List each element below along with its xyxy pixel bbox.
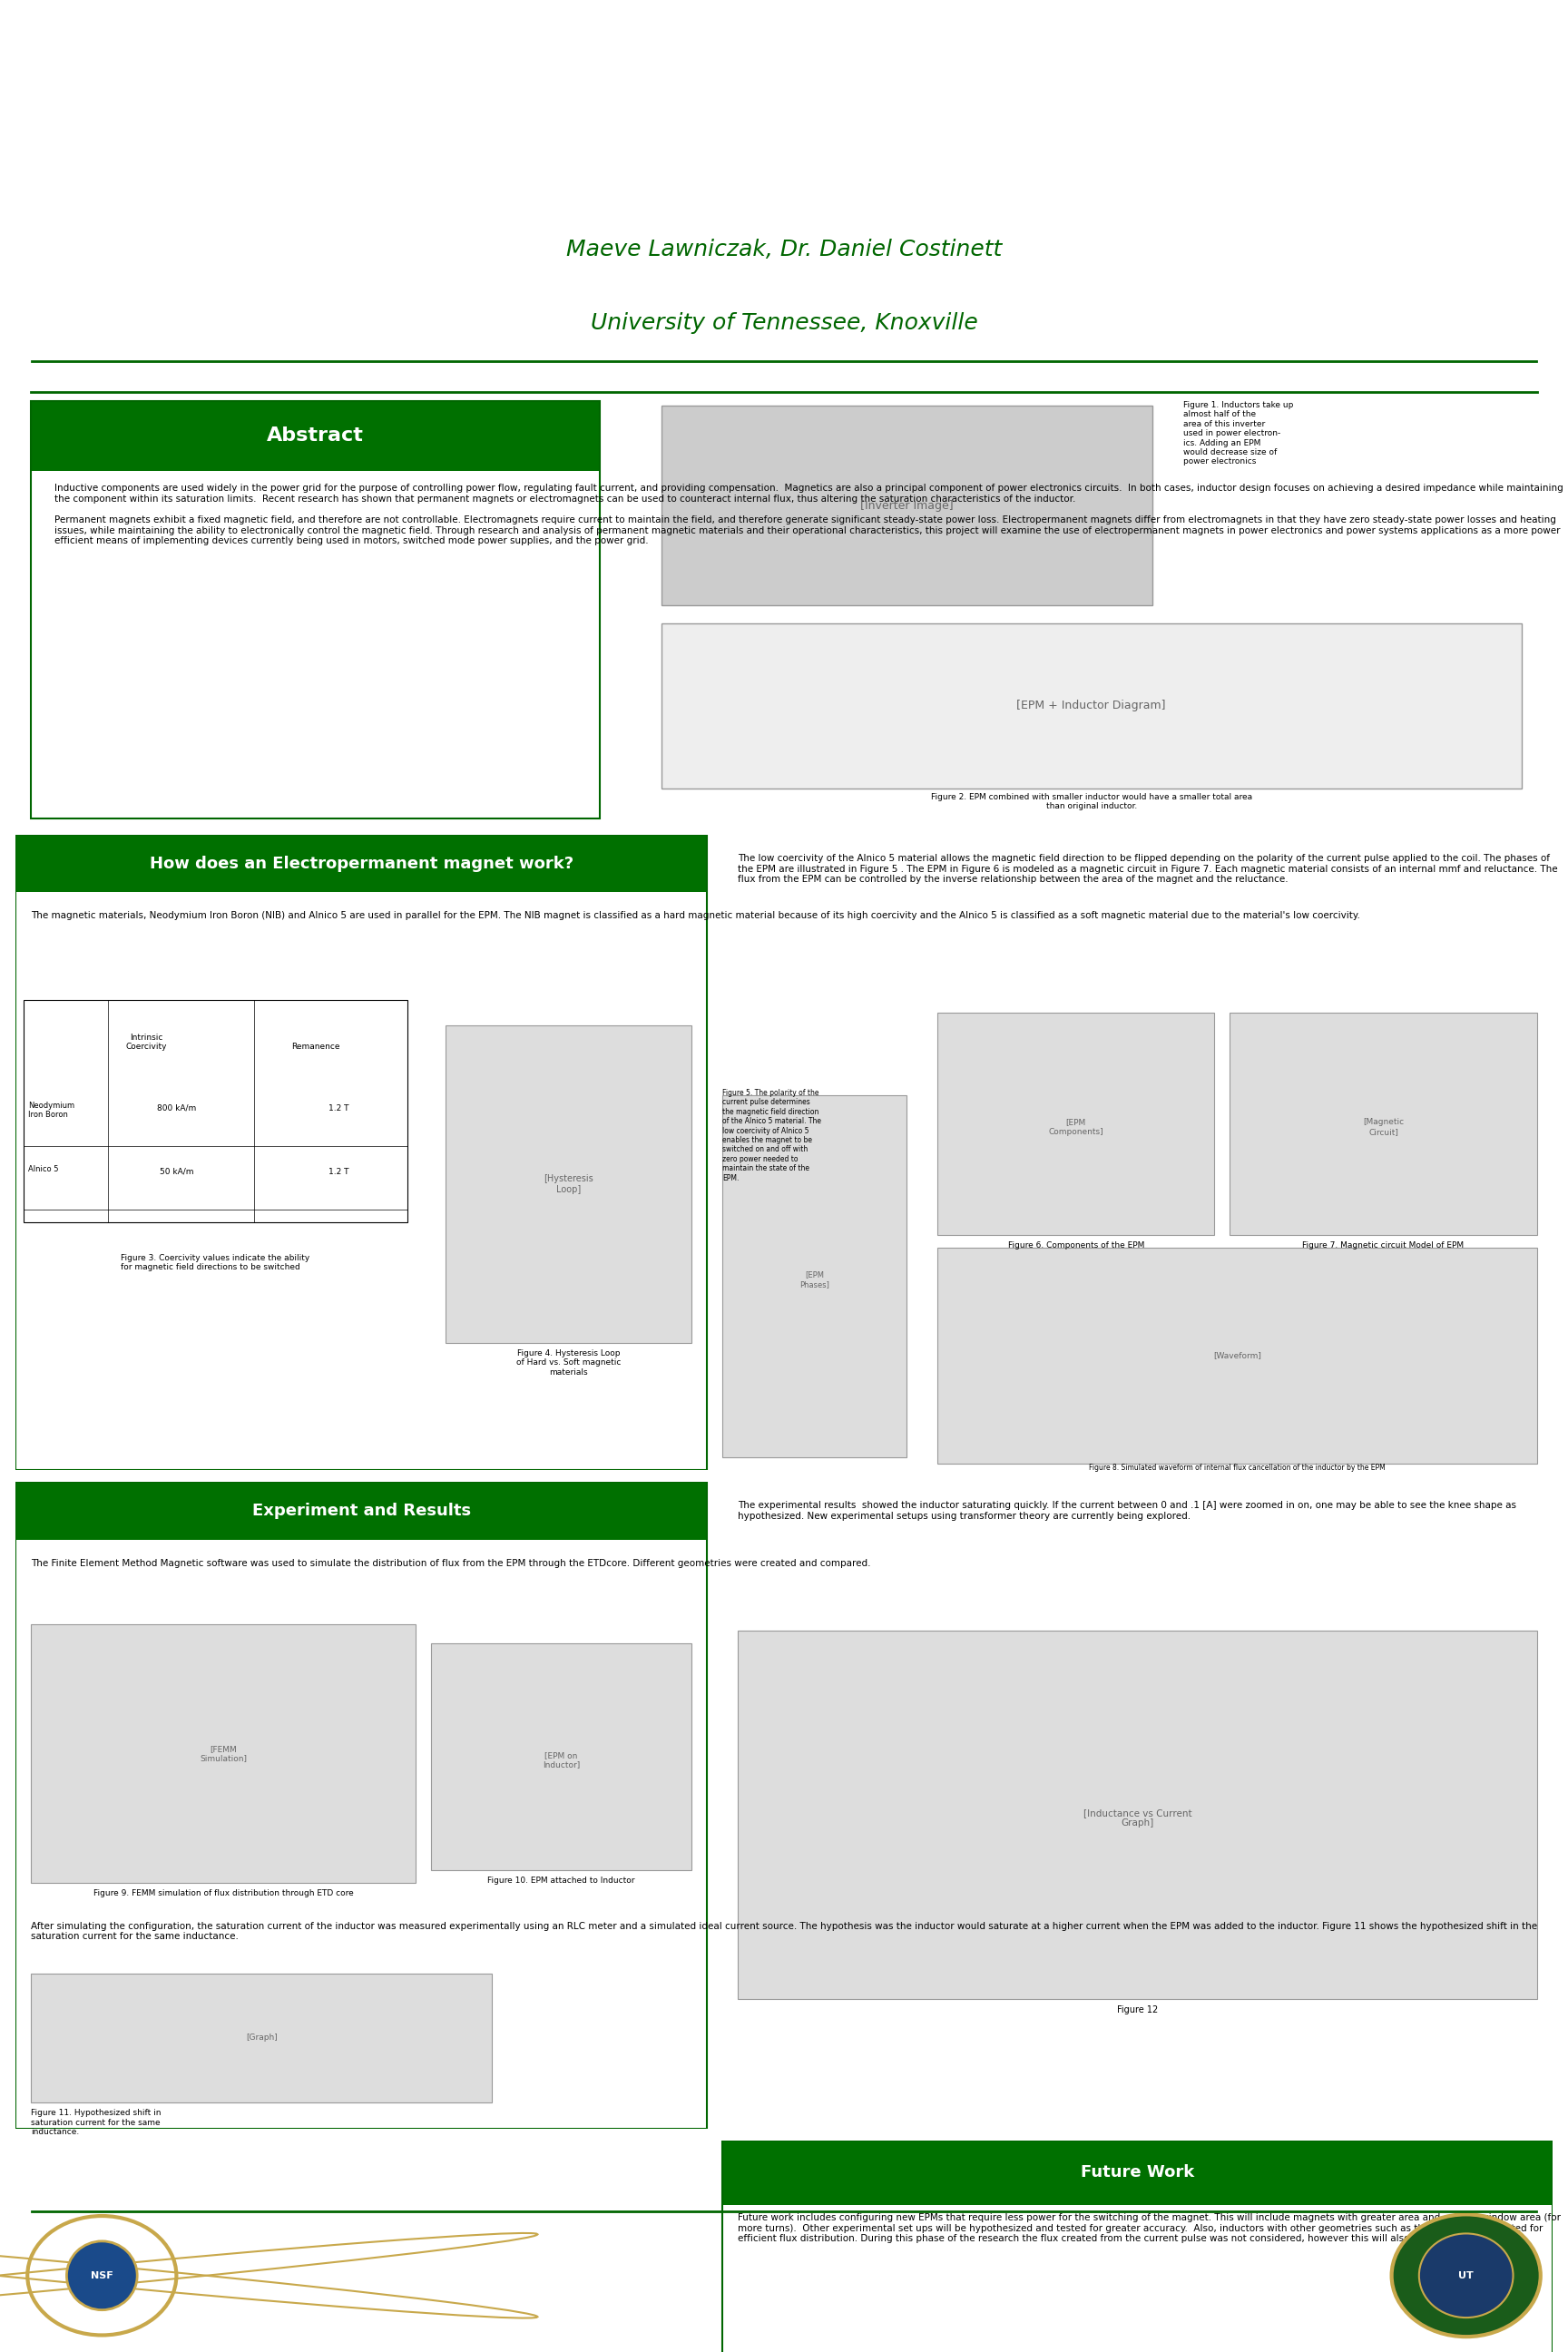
Bar <box>16 1482 707 2129</box>
Text: UT: UT <box>1458 2272 1474 2279</box>
Bar <box>723 2140 1552 2352</box>
Text: The experimental results  showed the inductor saturating quickly. If the current: The experimental results showed the indu… <box>739 1501 1516 1522</box>
Text: Figure 9. FEMM simulation of flux distribution through ETD core: Figure 9. FEMM simulation of flux distri… <box>93 1889 353 1898</box>
Text: Abstract: Abstract <box>267 426 364 445</box>
Text: Inductive components are used widely in the power grid for the purpose of contro: Inductive components are used widely in … <box>53 485 1563 546</box>
Text: [Magnetic
Circuit]: [Magnetic Circuit] <box>1363 1117 1403 1136</box>
Bar <box>31 402 599 470</box>
Text: NSF: NSF <box>91 2272 113 2279</box>
Bar <box>662 405 1152 607</box>
Bar <box>938 1249 1537 1463</box>
Text: Maeve Lawniczak, Dr. Daniel Costinett: Maeve Lawniczak, Dr. Daniel Costinett <box>566 238 1002 261</box>
Text: [EPM
Phases]: [EPM Phases] <box>800 1270 829 1289</box>
Text: The magnetic materials, Neodymium Iron Boron (NIB) and Alnico 5 are used in para: The magnetic materials, Neodymium Iron B… <box>31 910 1361 920</box>
Text: [Graph]: [Graph] <box>246 2034 278 2042</box>
Bar <box>31 402 599 818</box>
Text: Figure 3. Coercivity values indicate the ability
for magnetic field directions t: Figure 3. Coercivity values indicate the… <box>121 1254 310 1272</box>
Text: [Inductance vs Current
Graph]: [Inductance vs Current Graph] <box>1083 1809 1192 1828</box>
Bar <box>445 1025 691 1343</box>
Text: Figure 10. EPM attached to Inductor: Figure 10. EPM attached to Inductor <box>488 1877 635 1884</box>
Ellipse shape <box>1419 2234 1513 2317</box>
Text: [Hysteresis
Loop]: [Hysteresis Loop] <box>544 1174 594 1195</box>
Text: Figure 8. Simulated waveform of internal flux cancellation of the inductor by th: Figure 8. Simulated waveform of internal… <box>1090 1463 1386 1472</box>
Bar <box>662 623 1521 788</box>
Text: Experiment and Results: Experiment and Results <box>252 1503 470 1519</box>
Bar <box>16 1482 707 1541</box>
Text: 50 kA/m: 50 kA/m <box>160 1167 194 1176</box>
Ellipse shape <box>66 2241 138 2310</box>
Text: Neodymium
Iron Boron: Neodymium Iron Boron <box>28 1101 74 1120</box>
Text: Figure 5. The polarity of the
current pulse determines
the magnetic field direct: Figure 5. The polarity of the current pu… <box>723 1089 822 1183</box>
Text: Figure 4. Hysteresis Loop
of Hard vs. Soft magnetic
materials: Figure 4. Hysteresis Loop of Hard vs. So… <box>516 1350 621 1376</box>
Text: 1.2 T: 1.2 T <box>328 1103 348 1112</box>
Text: Remanence: Remanence <box>292 1042 340 1051</box>
Text: Figure 11. Hypothesized shift in
saturation current for the same
inductance.: Figure 11. Hypothesized shift in saturat… <box>31 2110 162 2136</box>
Bar <box>431 1644 691 1870</box>
Text: Figure 6. Components of the EPM: Figure 6. Components of the EPM <box>1008 1242 1145 1249</box>
Text: After simulating the configuration, the saturation current of the inductor was m: After simulating the configuration, the … <box>31 1922 1538 1940</box>
Text: [Waveform]: [Waveform] <box>1214 1352 1261 1359</box>
Text: Figure 1. Inductors take up
almost half of the
area of this inverter
used in pow: Figure 1. Inductors take up almost half … <box>1184 402 1294 466</box>
Bar <box>1229 1014 1537 1235</box>
Text: [EPM + Inductor Diagram]: [EPM + Inductor Diagram] <box>1016 701 1167 713</box>
Bar <box>938 1014 1214 1235</box>
Text: Increasing Inductor Power Density Using: Increasing Inductor Power Density Using <box>340 66 1385 108</box>
Bar <box>24 1000 408 1223</box>
Text: CURENT: CURENT <box>66 223 138 240</box>
Text: Controllable Electropermanent Magnets: Controllable Electropermanent Magnets <box>351 174 1374 216</box>
Bar <box>723 1096 906 1458</box>
Text: Future work includes configuring new EPMs that require less power for the switch: Future work includes configuring new EPM… <box>739 2213 1560 2244</box>
Bar <box>31 1973 492 2103</box>
Text: 800 kA/m: 800 kA/m <box>157 1103 196 1112</box>
Bar <box>16 835 707 1470</box>
Bar <box>16 835 707 891</box>
Ellipse shape <box>1392 2216 1540 2338</box>
Text: 1.2 T: 1.2 T <box>328 1167 348 1176</box>
Text: [EPM on
Inductor]: [EPM on Inductor] <box>543 1752 580 1769</box>
Bar <box>739 1630 1537 1999</box>
Bar <box>31 1625 416 1884</box>
Text: Alnico 5: Alnico 5 <box>28 1164 58 1174</box>
Text: Figure 7. Magnetic circuit Model of EPM: Figure 7. Magnetic circuit Model of EPM <box>1303 1242 1465 1249</box>
Bar <box>723 2140 1552 2206</box>
Text: Figure 12: Figure 12 <box>1116 2006 1157 2016</box>
Text: The low coercivity of the Alnico 5 material allows the magnetic field direction : The low coercivity of the Alnico 5 mater… <box>739 854 1559 884</box>
Text: [EPM
Components]: [EPM Components] <box>1049 1117 1104 1136</box>
Text: [Inverter Image]: [Inverter Image] <box>861 499 953 510</box>
Text: Figure 2. EPM combined with smaller inductor would have a smaller total area
tha: Figure 2. EPM combined with smaller indu… <box>931 793 1251 811</box>
Text: Intrinsic
Coercivity: Intrinsic Coercivity <box>125 1033 166 1051</box>
Text: How does an Electropermanent magnet work?: How does an Electropermanent magnet work… <box>149 856 574 873</box>
Text: The Finite Element Method Magnetic software was used to simulate the distributio: The Finite Element Method Magnetic softw… <box>31 1559 870 1569</box>
Text: University of Tennessee, Knoxville: University of Tennessee, Knoxville <box>591 313 977 334</box>
Text: Future Work: Future Work <box>1080 2164 1195 2180</box>
Text: [FEMM
Simulation]: [FEMM Simulation] <box>199 1745 246 1762</box>
